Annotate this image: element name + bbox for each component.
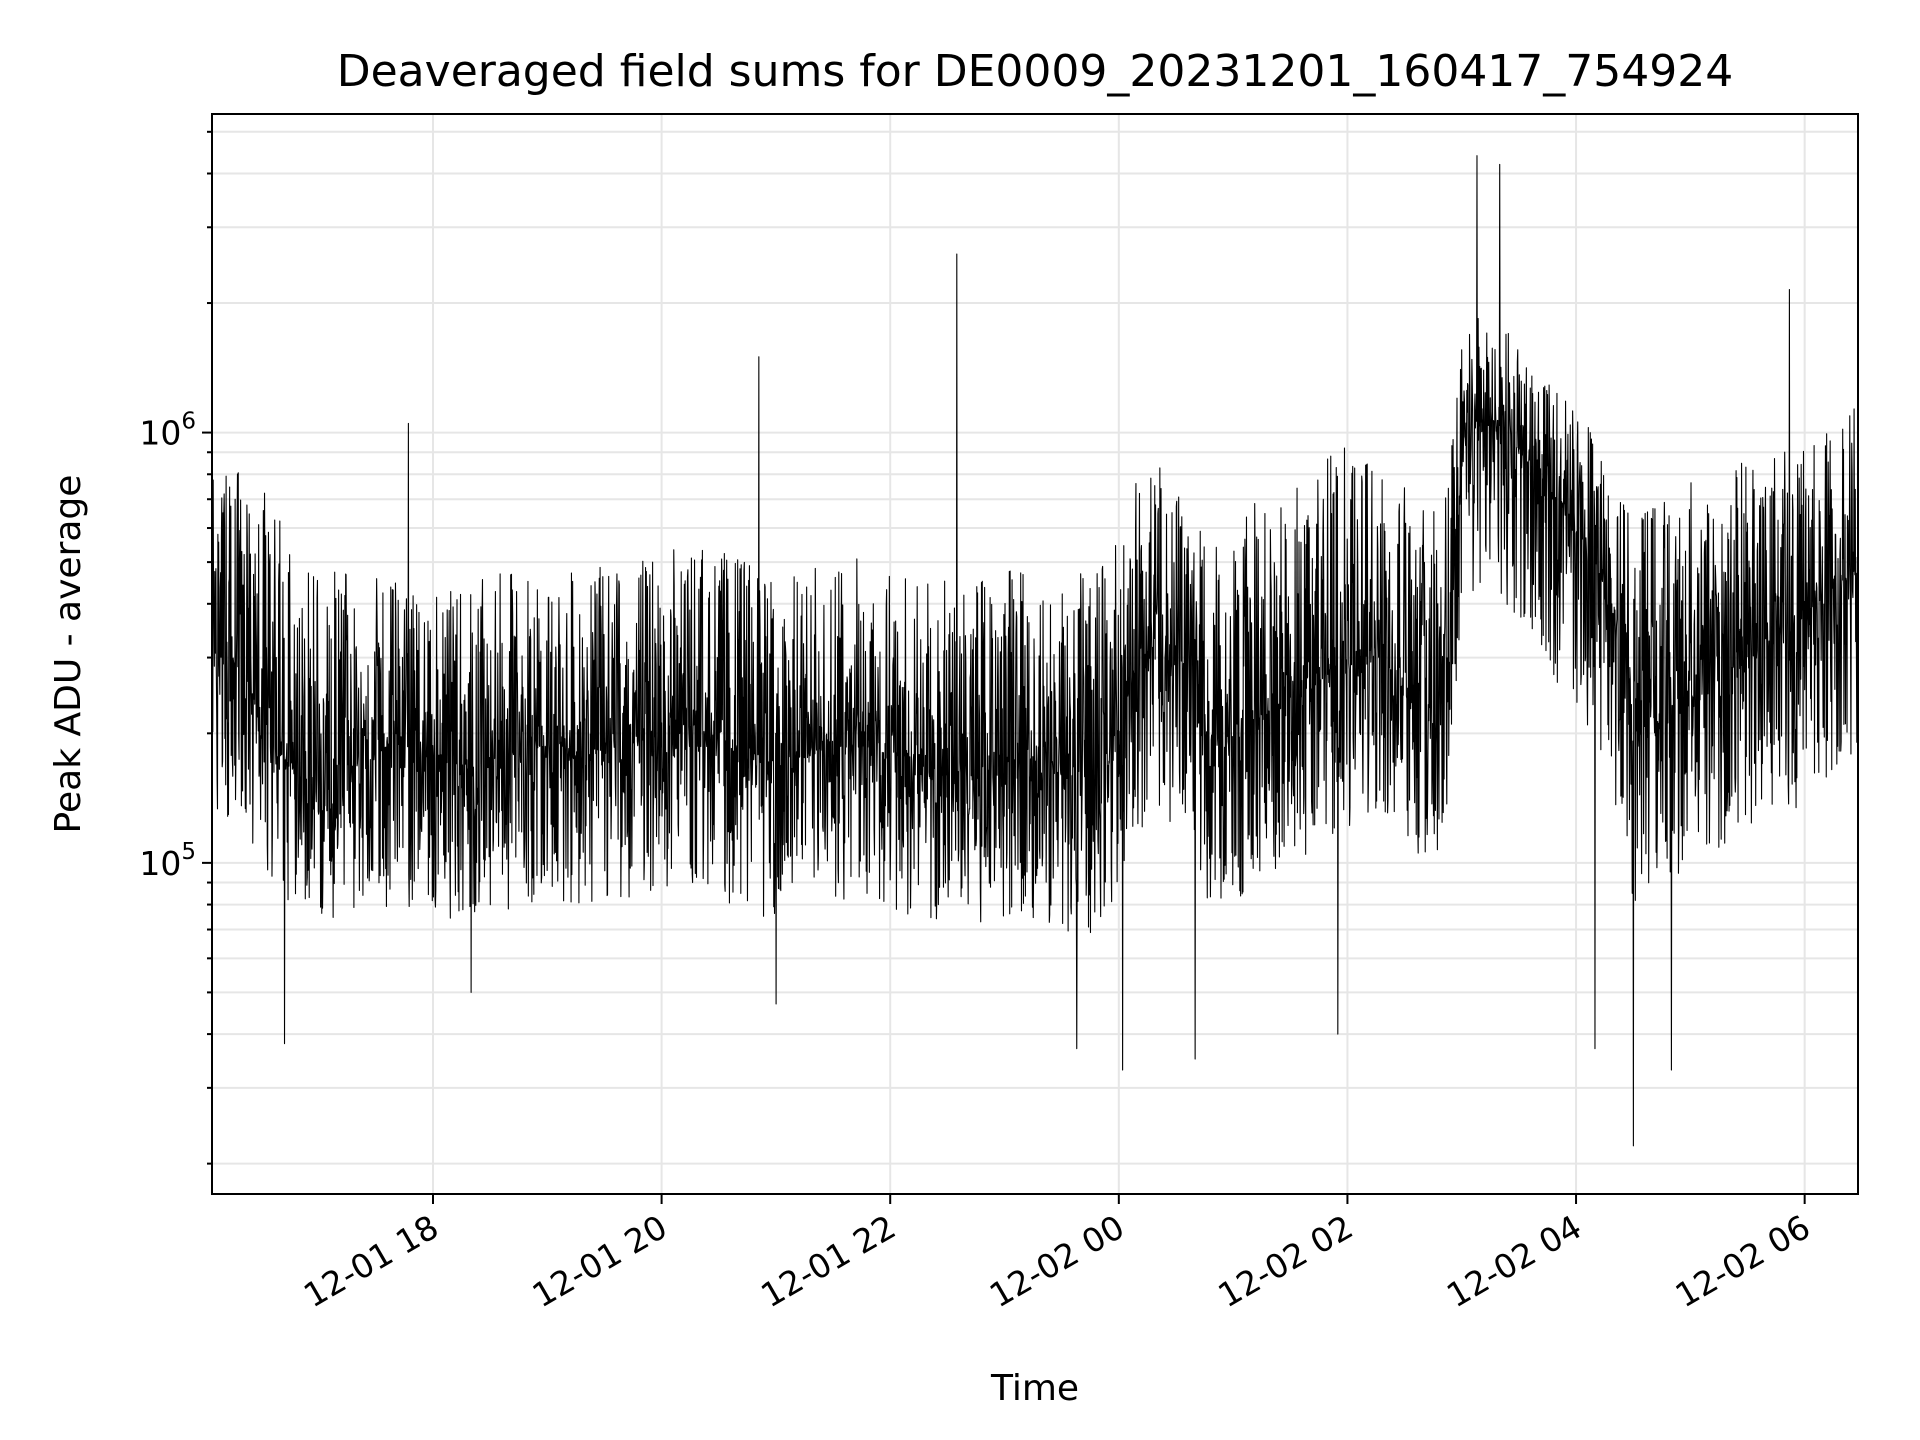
- chart-title: Deaveraged field sums for DE0009_2023120…: [337, 46, 1734, 97]
- series-path: [211, 155, 1859, 1147]
- plot-frame: [211, 113, 1859, 1195]
- series-line: [211, 155, 1859, 1147]
- y-axis-label: Peak ADU - average: [48, 475, 89, 834]
- y-tick-label: 105: [139, 839, 196, 883]
- x-axis-label: Time: [990, 1368, 1079, 1409]
- y-axis: 105 106: [139, 130, 212, 1165]
- y-tick-label: 106: [139, 409, 196, 453]
